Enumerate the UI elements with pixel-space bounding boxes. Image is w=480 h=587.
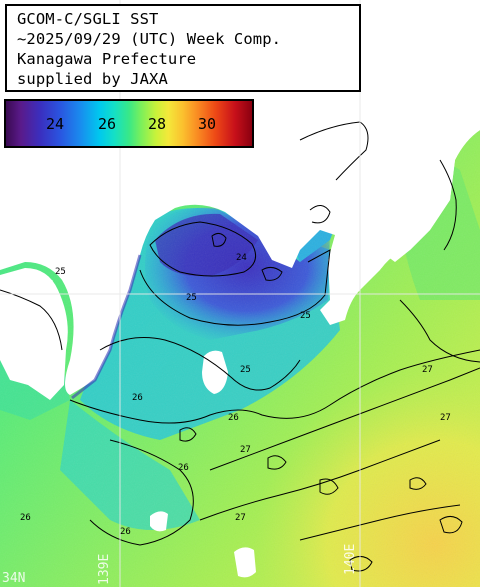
contour-label: 26 <box>228 413 239 423</box>
land-oshima <box>202 350 228 394</box>
contour-label: 27 <box>235 513 246 523</box>
contour-label: 25 <box>55 267 66 277</box>
contour-26 <box>69 349 480 424</box>
contour-label: 26 <box>132 393 143 403</box>
land-toshima <box>150 511 168 532</box>
contour-small-2 <box>261 266 283 281</box>
contour-label: 25 <box>240 365 251 375</box>
land-miura <box>273 150 330 225</box>
contour-small-7 <box>439 516 463 534</box>
contour-label: 26 <box>20 513 31 523</box>
contour-27c <box>399 299 480 363</box>
contour-small-1 <box>211 232 227 247</box>
land-ne-corner <box>440 0 480 40</box>
contour-label: 27 <box>422 365 433 375</box>
contour-small-6 <box>179 427 197 442</box>
lat-label-35n: 35N <box>30 279 53 294</box>
land-chiba <box>366 90 480 262</box>
title-box: GCOM-C/SGLI SST ~2025/09/29 (UTC) Week C… <box>5 4 361 92</box>
lat-label-34n: 34N <box>2 571 25 586</box>
contour-label: 26 <box>120 527 131 537</box>
contour-ne <box>439 159 457 251</box>
contour-24 <box>149 221 257 277</box>
contour-small-3 <box>409 477 427 490</box>
graticule-labels: 35N 34N 139E 140E <box>2 279 358 586</box>
title-line-4: supplied by JAXA <box>17 70 168 88</box>
contour-label: 27 <box>440 413 451 423</box>
contour-bay-2 <box>309 205 331 224</box>
sst-colorbar: 24 26 28 30 <box>4 99 254 148</box>
colorbar-gradient <box>6 101 252 146</box>
contour-bay-1 <box>299 121 369 181</box>
contour-label: 26 <box>178 463 189 473</box>
colorbar-tick-28: 28 <box>148 115 167 133</box>
title-line-3: Kanagawa Prefecture <box>17 50 197 68</box>
land-izu <box>0 268 68 400</box>
contour-label: 25 <box>186 293 197 303</box>
colorbar-tick-24: 24 <box>46 115 65 133</box>
coast-cold-band <box>71 254 142 400</box>
contour-26b <box>89 439 194 546</box>
contour-25b <box>99 337 301 391</box>
contour-label-group: 24 25 25 25 26 26 26 27 27 27 27 26 25 2… <box>20 253 451 537</box>
land-niijima <box>234 547 256 578</box>
contour-25 <box>139 249 331 326</box>
title-line-2: ~2025/09/29 (UTC) Week Comp. <box>17 30 282 48</box>
contour-small-8 <box>349 556 373 572</box>
lon-label-140e: 140E <box>343 544 358 575</box>
contour-27 <box>209 367 480 471</box>
contour-lines <box>0 121 480 572</box>
contour-small-4 <box>319 478 339 495</box>
colorbar-tick-30: 30 <box>198 115 217 133</box>
contour-label: 27 <box>240 445 251 455</box>
contour-se <box>299 504 461 541</box>
contour-label: 24 <box>236 253 247 263</box>
title-line-1: GCOM-C/SGLI SST <box>17 10 159 28</box>
contour-small-5 <box>267 455 287 470</box>
colorbar-tick-26: 26 <box>98 115 117 133</box>
lon-label-139e: 139E <box>97 554 112 585</box>
contour-label: 25 <box>300 311 311 321</box>
